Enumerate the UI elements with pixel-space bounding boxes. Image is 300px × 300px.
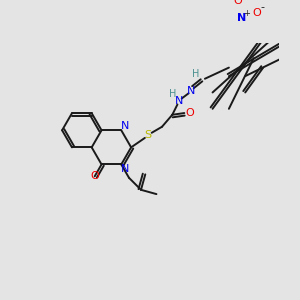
Text: H: H — [192, 70, 199, 80]
Text: H: H — [169, 89, 176, 99]
Text: N: N — [121, 164, 129, 174]
Text: +: + — [244, 9, 250, 18]
Text: O: O — [185, 108, 194, 118]
Text: O: O — [90, 171, 99, 181]
Text: O: O — [253, 8, 262, 18]
Text: N: N — [237, 13, 246, 23]
Text: -: - — [260, 3, 264, 13]
Text: S: S — [145, 130, 152, 140]
Text: N: N — [175, 96, 183, 106]
Text: N: N — [187, 86, 195, 96]
Text: N: N — [121, 121, 129, 131]
Text: O: O — [233, 0, 242, 6]
